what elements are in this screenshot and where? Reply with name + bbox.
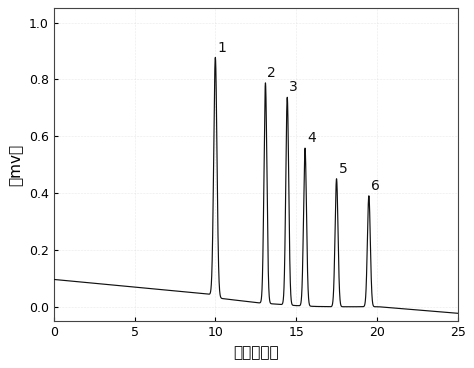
- Text: 5: 5: [338, 162, 347, 176]
- Y-axis label: （mv）: （mv）: [9, 144, 23, 186]
- Text: 3: 3: [289, 81, 298, 95]
- Text: 6: 6: [371, 179, 380, 193]
- X-axis label: 时间（分）: 时间（分）: [233, 345, 279, 360]
- Text: 1: 1: [218, 40, 227, 54]
- Text: 4: 4: [307, 131, 316, 145]
- Text: 2: 2: [267, 66, 276, 80]
